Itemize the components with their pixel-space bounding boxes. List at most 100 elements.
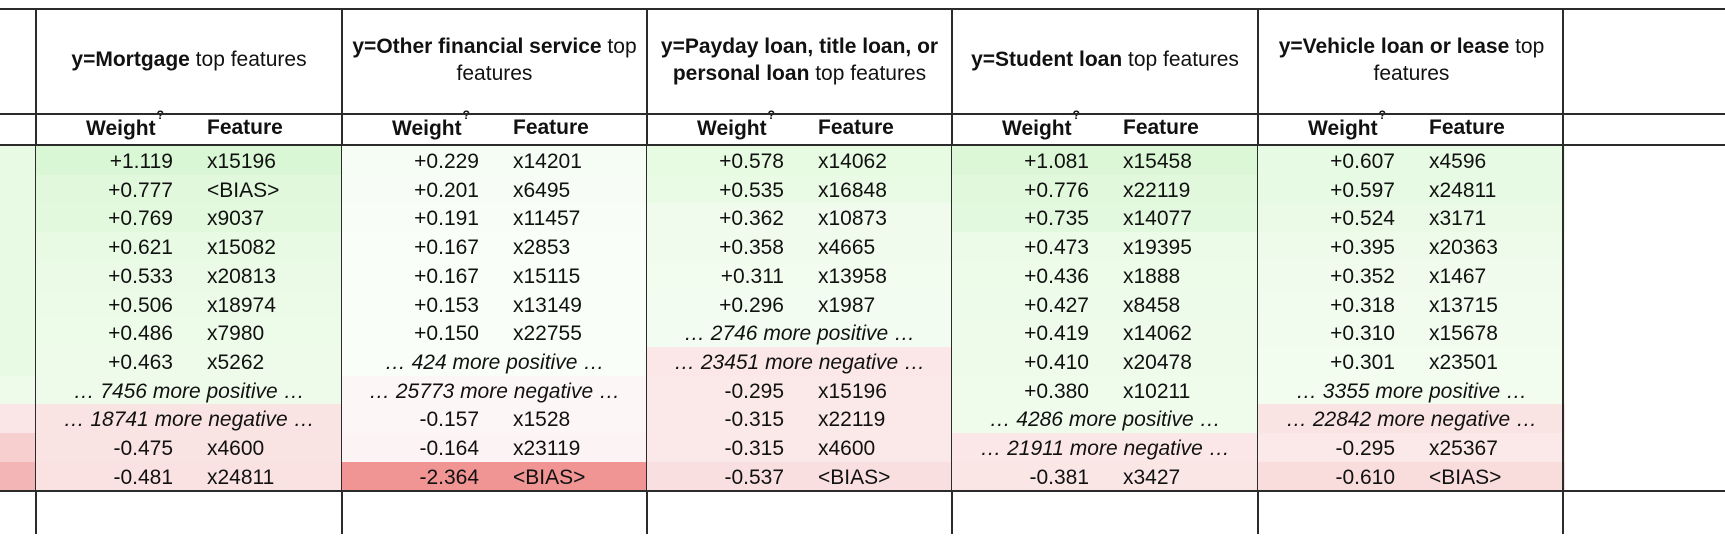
panel-3: y=Payday loan, title loan, or personal l… — [646, 0, 952, 542]
panel-title-suffix: top features — [809, 61, 927, 85]
table-row: +0.463 x5262 — [36, 346, 342, 377]
feature-name: <BIAS> — [207, 178, 280, 202]
feature-name: x14077 — [1123, 207, 1192, 231]
table-row: +0.621 x15082 — [36, 232, 342, 262]
weight-help-icon[interactable]: ? — [1072, 108, 1080, 122]
table-row: +0.395 x20363 — [1258, 232, 1565, 262]
weight-value: -2.364 — [419, 465, 479, 489]
weight-value: +0.296 — [719, 293, 784, 317]
feature-name: <BIAS> — [513, 465, 586, 489]
weight-value: +0.419 — [1024, 322, 1089, 346]
table-row: -0.481 x24811 — [36, 461, 342, 491]
panel-title-text: y=Payday loan, title loan, or personal l… — [657, 34, 942, 87]
feature-name: x10873 — [818, 207, 887, 231]
weight-help-icon[interactable]: ? — [462, 108, 470, 122]
summary-text: … 2746 more positive … — [683, 322, 916, 346]
panel-title: y=Student loan top features — [952, 8, 1258, 113]
weight-value: -0.315 — [724, 437, 784, 460]
weight-header-label: Weight — [1002, 117, 1072, 140]
summary-text: … 25773 more negative … — [369, 379, 620, 403]
feature-name: x22119 — [1123, 178, 1191, 202]
feature-header: Feature — [1123, 116, 1199, 139]
weight-value: +0.167 — [414, 264, 479, 288]
panel-1: y=Mortgage top features Weight? Feature +1.… — [35, 0, 342, 542]
left-strip-row — [0, 232, 38, 262]
table-row: -0.475 x4600 — [36, 433, 342, 463]
weight-header: Weight? — [392, 108, 470, 141]
weight-value: +0.358 — [719, 236, 784, 260]
feature-name: x20363 — [1429, 236, 1498, 260]
table-row: +0.362 x10873 — [647, 203, 952, 233]
feature-name: x1528 — [513, 408, 571, 432]
feature-header: Feature — [207, 116, 283, 139]
feature-name: x10211 — [1123, 379, 1191, 403]
feature-name: x23501 — [1429, 350, 1498, 374]
weight-value: +0.191 — [414, 207, 479, 231]
feature-name: x14062 — [1123, 322, 1192, 346]
left-strip-row — [0, 461, 38, 491]
panel-title: y=Other financial service top features — [342, 8, 647, 113]
table-row: +0.777 <BIAS> — [36, 174, 342, 204]
feature-name: x20813 — [207, 264, 276, 288]
weight-value: +0.535 — [719, 178, 784, 202]
table-row: +0.419 x14062 — [952, 318, 1258, 348]
weight-value: +1.081 — [1024, 150, 1089, 173]
summary-row: … 7456 more positive … — [36, 375, 342, 405]
table-row: +0.776 x22119 — [952, 174, 1258, 204]
weight-header-label: Weight — [392, 117, 462, 140]
panel-title-text: y=Vehicle loan or lease top features — [1268, 34, 1555, 87]
table-row: -0.381 x3427 — [952, 461, 1258, 491]
weight-help-icon[interactable]: ? — [156, 108, 164, 122]
feature-name: x4596 — [1429, 150, 1487, 173]
weight-header: Weight? — [1308, 108, 1386, 141]
column-headers: Weight? Feature — [952, 108, 1258, 146]
feature-header: Feature — [818, 116, 894, 139]
column-headers: Weight? Feature — [647, 108, 952, 146]
summary-row: … 18741 more negative … — [36, 404, 342, 434]
table-row: +0.150 x22755 — [342, 318, 647, 348]
panel-title-text: y=Student loan top features — [971, 47, 1239, 73]
table-row: -2.364 <BIAS> — [342, 461, 647, 491]
panel-title: y=Payday loan, title loan, or personal l… — [647, 8, 952, 113]
panel-title: y=Mortgage top features — [36, 8, 342, 113]
table-row: +0.427 x8458 — [952, 289, 1258, 319]
table-row: +0.191 x11457 — [342, 203, 647, 233]
table-row: +0.735 x14077 — [952, 203, 1258, 233]
weight-value: +0.777 — [108, 178, 173, 202]
summary-row: … 2746 more positive … — [647, 318, 952, 348]
table-row: +0.352 x1467 — [1258, 260, 1565, 290]
weight-value: +0.607 — [1330, 150, 1395, 173]
weight-help-icon[interactable]: ? — [767, 108, 775, 122]
feature-name: x15115 — [513, 264, 581, 288]
weight-value: +0.362 — [719, 207, 784, 231]
weight-help-icon[interactable]: ? — [1378, 108, 1386, 122]
table-row: +0.167 x15115 — [342, 260, 647, 290]
weight-value: +0.473 — [1024, 236, 1089, 260]
table-row: +0.578 x14062 — [647, 146, 952, 176]
summary-text: … 7456 more positive … — [73, 379, 305, 403]
weight-value: -0.475 — [113, 437, 173, 460]
weight-value: +0.410 — [1024, 350, 1089, 374]
weight-value: +0.769 — [108, 207, 173, 231]
table-row: +0.607 x4596 — [1258, 146, 1565, 176]
panel-5: y=Vehicle loan or lease top features Weig… — [1257, 0, 1565, 542]
table-row: -0.315 x4600 — [647, 433, 952, 463]
panel-title-suffix: top features — [1122, 48, 1239, 72]
summary-row: … 21911 more negative … — [952, 433, 1258, 463]
weight-value: +0.153 — [414, 293, 479, 317]
weight-value: +0.395 — [1330, 236, 1395, 260]
table-row: -0.295 x25367 — [1258, 433, 1565, 463]
weight-value: +0.201 — [414, 178, 479, 202]
feature-name: x5262 — [207, 350, 265, 374]
weight-value: -0.157 — [419, 408, 479, 432]
panel-title-suffix: top features — [1373, 35, 1545, 85]
panel-title-label: y=Mortgage — [71, 48, 190, 72]
weight-value: +0.352 — [1330, 264, 1395, 288]
feature-name: x2853 — [513, 236, 571, 260]
weight-header: Weight? — [1002, 108, 1080, 141]
feature-name: x24811 — [207, 465, 275, 489]
summary-row: … 25773 more negative … — [342, 375, 647, 405]
summary-text: … 3355 more positive … — [1295, 379, 1528, 403]
feature-name: x15196 — [818, 379, 887, 403]
table-row: -0.610 <BIAS> — [1258, 461, 1565, 491]
